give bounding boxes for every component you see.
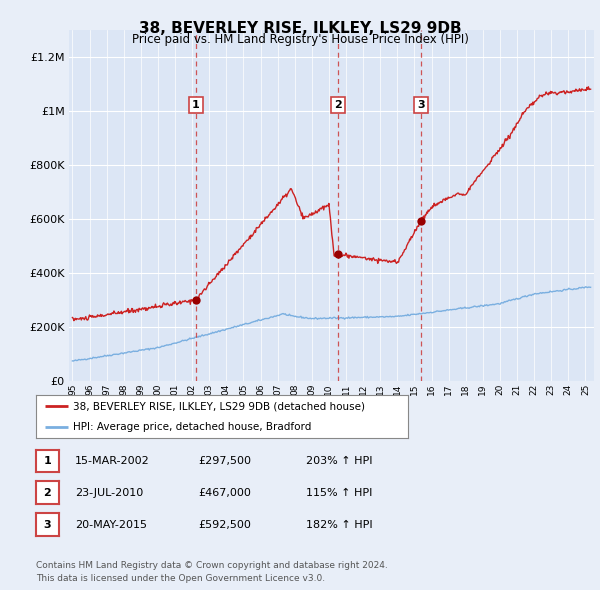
Text: Contains HM Land Registry data © Crown copyright and database right 2024.
This d: Contains HM Land Registry data © Crown c… — [36, 562, 388, 583]
Text: £592,500: £592,500 — [198, 520, 251, 529]
Text: Price paid vs. HM Land Registry's House Price Index (HPI): Price paid vs. HM Land Registry's House … — [131, 33, 469, 46]
Text: 23-JUL-2010: 23-JUL-2010 — [75, 488, 143, 497]
Text: 20-MAY-2015: 20-MAY-2015 — [75, 520, 147, 529]
Text: 182% ↑ HPI: 182% ↑ HPI — [306, 520, 373, 529]
Text: 115% ↑ HPI: 115% ↑ HPI — [306, 488, 373, 497]
Text: HPI: Average price, detached house, Bradford: HPI: Average price, detached house, Brad… — [73, 422, 311, 432]
Text: £467,000: £467,000 — [198, 488, 251, 497]
Text: 203% ↑ HPI: 203% ↑ HPI — [306, 456, 373, 466]
Text: £297,500: £297,500 — [198, 456, 251, 466]
Text: 1: 1 — [191, 100, 199, 110]
Text: 3: 3 — [44, 520, 51, 529]
Text: 38, BEVERLEY RISE, ILKLEY, LS29 9DB (detached house): 38, BEVERLEY RISE, ILKLEY, LS29 9DB (det… — [73, 401, 365, 411]
Text: 1: 1 — [44, 456, 51, 466]
Text: 15-MAR-2002: 15-MAR-2002 — [75, 456, 150, 466]
Text: 38, BEVERLEY RISE, ILKLEY, LS29 9DB: 38, BEVERLEY RISE, ILKLEY, LS29 9DB — [139, 21, 461, 35]
Text: 2: 2 — [44, 488, 51, 497]
Text: 3: 3 — [417, 100, 425, 110]
Text: 2: 2 — [334, 100, 342, 110]
